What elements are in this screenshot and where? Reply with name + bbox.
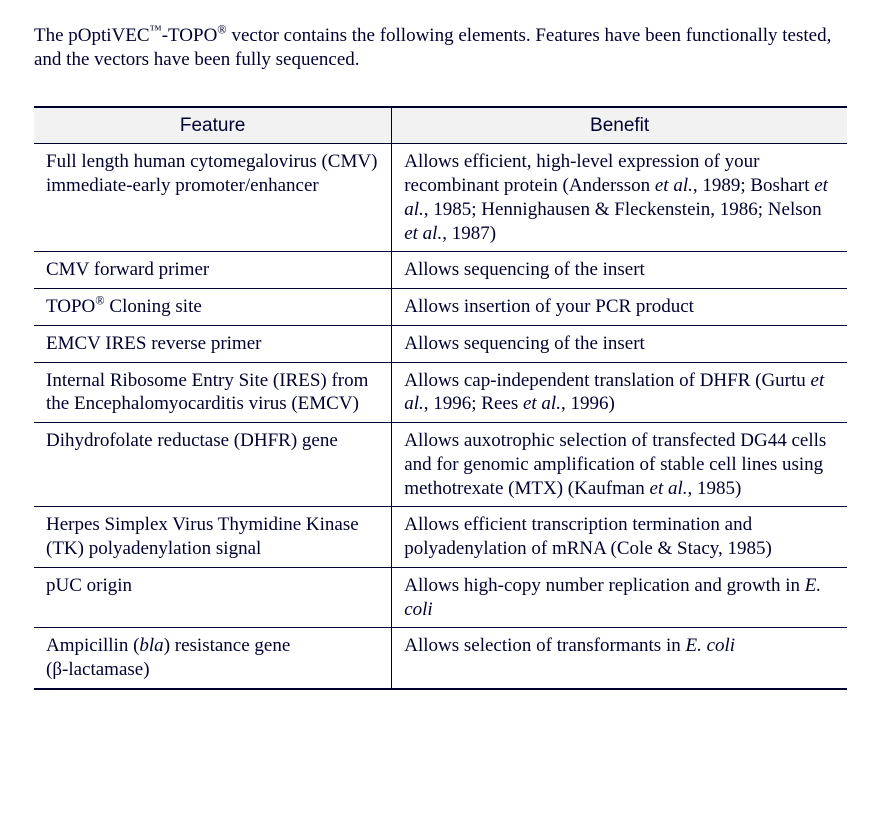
table-row: TOPO® Cloning siteAllows insertion of yo… [34, 289, 847, 326]
feature-cell: pUC origin [34, 567, 392, 628]
benefit-cell: Allows auxotrophic selection of transfec… [392, 423, 847, 507]
table-row: EMCV IRES reverse primerAllows sequencin… [34, 325, 847, 362]
features-table: Feature Benefit Full length human cytome… [34, 106, 847, 690]
intro-paragraph: The pOptiVEC™-TOPO® vector contains the … [34, 24, 847, 72]
table-row: Internal Ribosome Entry Site (IRES) from… [34, 362, 847, 423]
intro-pre: The [34, 25, 68, 46]
table-row: pUC originAllows high-copy number replic… [34, 567, 847, 628]
feature-cell: Herpes Simplex Virus Thymidine Kinase (T… [34, 507, 392, 568]
col-header-feature: Feature [34, 107, 392, 144]
reg-mark: ® [217, 23, 226, 37]
feature-cell: TOPO® Cloning site [34, 289, 392, 326]
benefit-cell: Allows selection of transformants in E. … [392, 628, 847, 689]
benefit-cell: Allows cap-independent translation of DH… [392, 362, 847, 423]
col-header-benefit: Benefit [392, 107, 847, 144]
feature-cell: Dihydrofolate reductase (DHFR) gene [34, 423, 392, 507]
intro-product-2: TOPO [168, 25, 217, 46]
intro-product-1: pOptiVEC [68, 25, 149, 46]
table-row: Ampicillin (bla) resistance gene(β-lacta… [34, 628, 847, 689]
feature-cell: Internal Ribosome Entry Site (IRES) from… [34, 362, 392, 423]
feature-cell: EMCV IRES reverse primer [34, 325, 392, 362]
feature-cell: CMV forward primer [34, 252, 392, 289]
table-body: Full length human cytomegalovirus (CMV) … [34, 144, 847, 689]
feature-cell: Full length human cytomegalovirus (CMV) … [34, 144, 392, 252]
page-root: The pOptiVEC™-TOPO® vector contains the … [0, 0, 881, 730]
table-row: Full length human cytomegalovirus (CMV) … [34, 144, 847, 252]
table-row: Herpes Simplex Virus Thymidine Kinase (T… [34, 507, 847, 568]
benefit-cell: Allows efficient, high-level expression … [392, 144, 847, 252]
tm-mark: ™ [150, 23, 162, 37]
benefit-cell: Allows efficient transcription terminati… [392, 507, 847, 568]
feature-cell: Ampicillin (bla) resistance gene(β-lacta… [34, 628, 392, 689]
table-header-row: Feature Benefit [34, 107, 847, 144]
benefit-cell: Allows sequencing of the insert [392, 325, 847, 362]
benefit-cell: Allows sequencing of the insert [392, 252, 847, 289]
benefit-cell: Allows insertion of your PCR product [392, 289, 847, 326]
table-row: CMV forward primerAllows sequencing of t… [34, 252, 847, 289]
table-row: Dihydrofolate reductase (DHFR) geneAllow… [34, 423, 847, 507]
benefit-cell: Allows high-copy number replication and … [392, 567, 847, 628]
